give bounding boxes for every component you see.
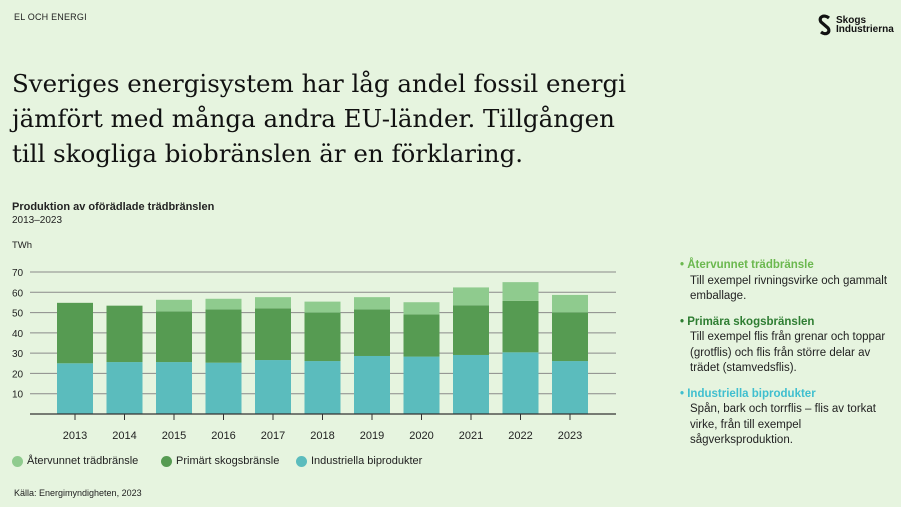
x-tick-label: 2018 xyxy=(310,430,334,442)
legend-item-primary: Primärt skogsbränsle xyxy=(161,455,279,467)
bar-segment xyxy=(156,299,192,312)
bar-segment xyxy=(453,305,489,355)
bar-segment xyxy=(205,298,242,310)
y-axis-unit: TWh xyxy=(12,240,33,251)
bar-segment xyxy=(156,311,192,363)
bar-segment xyxy=(453,354,489,414)
side-legend-text: Spån, bark och torrflis – flis av torkat… xyxy=(690,403,876,446)
legend-swatch xyxy=(161,455,172,467)
bar-segment xyxy=(552,361,588,414)
bar-segment xyxy=(552,294,588,313)
bar-segment xyxy=(403,302,440,315)
x-tick-label: 2013 xyxy=(63,430,87,442)
y-tick-label: 30 xyxy=(12,349,24,360)
bar-segment xyxy=(304,301,341,313)
legend-label: Industriella biprodukter xyxy=(311,455,423,467)
bar-segment xyxy=(403,314,440,357)
y-tick-label: 50 xyxy=(12,309,24,320)
legend-label: Primärt skogsbränsle xyxy=(176,455,280,467)
x-tick-label: 2020 xyxy=(409,430,433,442)
bar-segment xyxy=(304,312,341,362)
legend-swatch xyxy=(12,455,23,467)
bar-segment xyxy=(57,363,93,414)
side-legend-industrial: • Industriella biprodukter Spån, bark och… xyxy=(680,387,895,449)
bar-segment xyxy=(106,305,143,363)
bar-segment xyxy=(205,362,242,414)
bar-segment xyxy=(57,302,93,364)
side-legend-primary: • Primära skogsbränslen Till exempel flis… xyxy=(680,315,895,377)
bar-segment xyxy=(354,355,390,414)
x-tick-label: 2014 xyxy=(112,430,136,442)
x-tick-label: 2021 xyxy=(459,430,483,442)
y-tick-label: 60 xyxy=(12,288,24,299)
legend-label: Återvunnet trädbränsle xyxy=(27,455,139,467)
side-legend-text: Till exempel rivningsvirke och gammalt e… xyxy=(690,274,888,303)
section-label: EL OCH ENERGI xyxy=(14,12,87,22)
bar-segment xyxy=(354,297,390,310)
chart-title: Produktion av oförädlade trädbränslen xyxy=(12,201,215,213)
logo: Skogs Industrierna xyxy=(816,14,894,36)
side-legend-recovered: • Återvunnet trädbränsle Till exempel riv… xyxy=(680,258,895,305)
legend-swatch xyxy=(296,455,307,467)
side-legend-text: Till exempel flis från grenar och toppar… xyxy=(690,331,886,374)
legend-item-industrial: Industriella biprodukter xyxy=(296,455,422,467)
bar-segment xyxy=(255,360,291,414)
bar-segment xyxy=(255,297,291,309)
logo-line2: Industrierna xyxy=(836,24,894,35)
bar-segment xyxy=(156,362,192,414)
y-tick-label: 40 xyxy=(12,329,24,340)
side-legend: • Återvunnet trädbränsle Till exempel riv… xyxy=(680,258,895,459)
bar-segment xyxy=(502,352,539,414)
logo-icon xyxy=(818,14,831,36)
x-tick-label: 2022 xyxy=(508,430,532,442)
x-tick-label: 2019 xyxy=(360,430,384,442)
bar-segment xyxy=(502,282,539,301)
bar-segment xyxy=(205,309,242,363)
x-tick-label: 2015 xyxy=(162,430,186,442)
side-legend-title: Industriella biprodukter xyxy=(687,387,816,400)
y-tick-label: 20 xyxy=(12,369,24,380)
x-tick-label: 2017 xyxy=(261,430,285,442)
side-legend-title: Primära skogsbränslen xyxy=(687,315,815,328)
x-tick-label: 2016 xyxy=(211,430,235,442)
bar-segment xyxy=(106,362,143,414)
side-legend-title: Återvunnet trädbränsle xyxy=(687,259,814,271)
source-note: Källa: Energimyndigheten, 2023 xyxy=(14,488,142,498)
legend-item-recovered: Återvunnet trädbränsle xyxy=(12,455,138,467)
bar-segment xyxy=(552,312,588,362)
bar-segment xyxy=(502,300,539,353)
headline: Sveriges energisystem har låg andel foss… xyxy=(12,69,626,168)
bar-segment xyxy=(403,356,440,414)
y-tick-label: 70 xyxy=(12,268,24,279)
logo-line1: Skogs xyxy=(836,15,867,26)
x-tick-label: 2023 xyxy=(558,430,582,442)
bar-chart: 10 20 30 40 50 60 70 2013 2014 2015 2016 2017 2018 20… xyxy=(12,268,616,442)
bar-segment xyxy=(255,308,291,361)
chart-subtitle: 2013–2023 xyxy=(12,215,63,226)
bar-segment xyxy=(304,361,341,414)
y-tick-label: 10 xyxy=(12,390,24,401)
bar-segment xyxy=(453,287,489,306)
bar-segment xyxy=(354,309,390,356)
